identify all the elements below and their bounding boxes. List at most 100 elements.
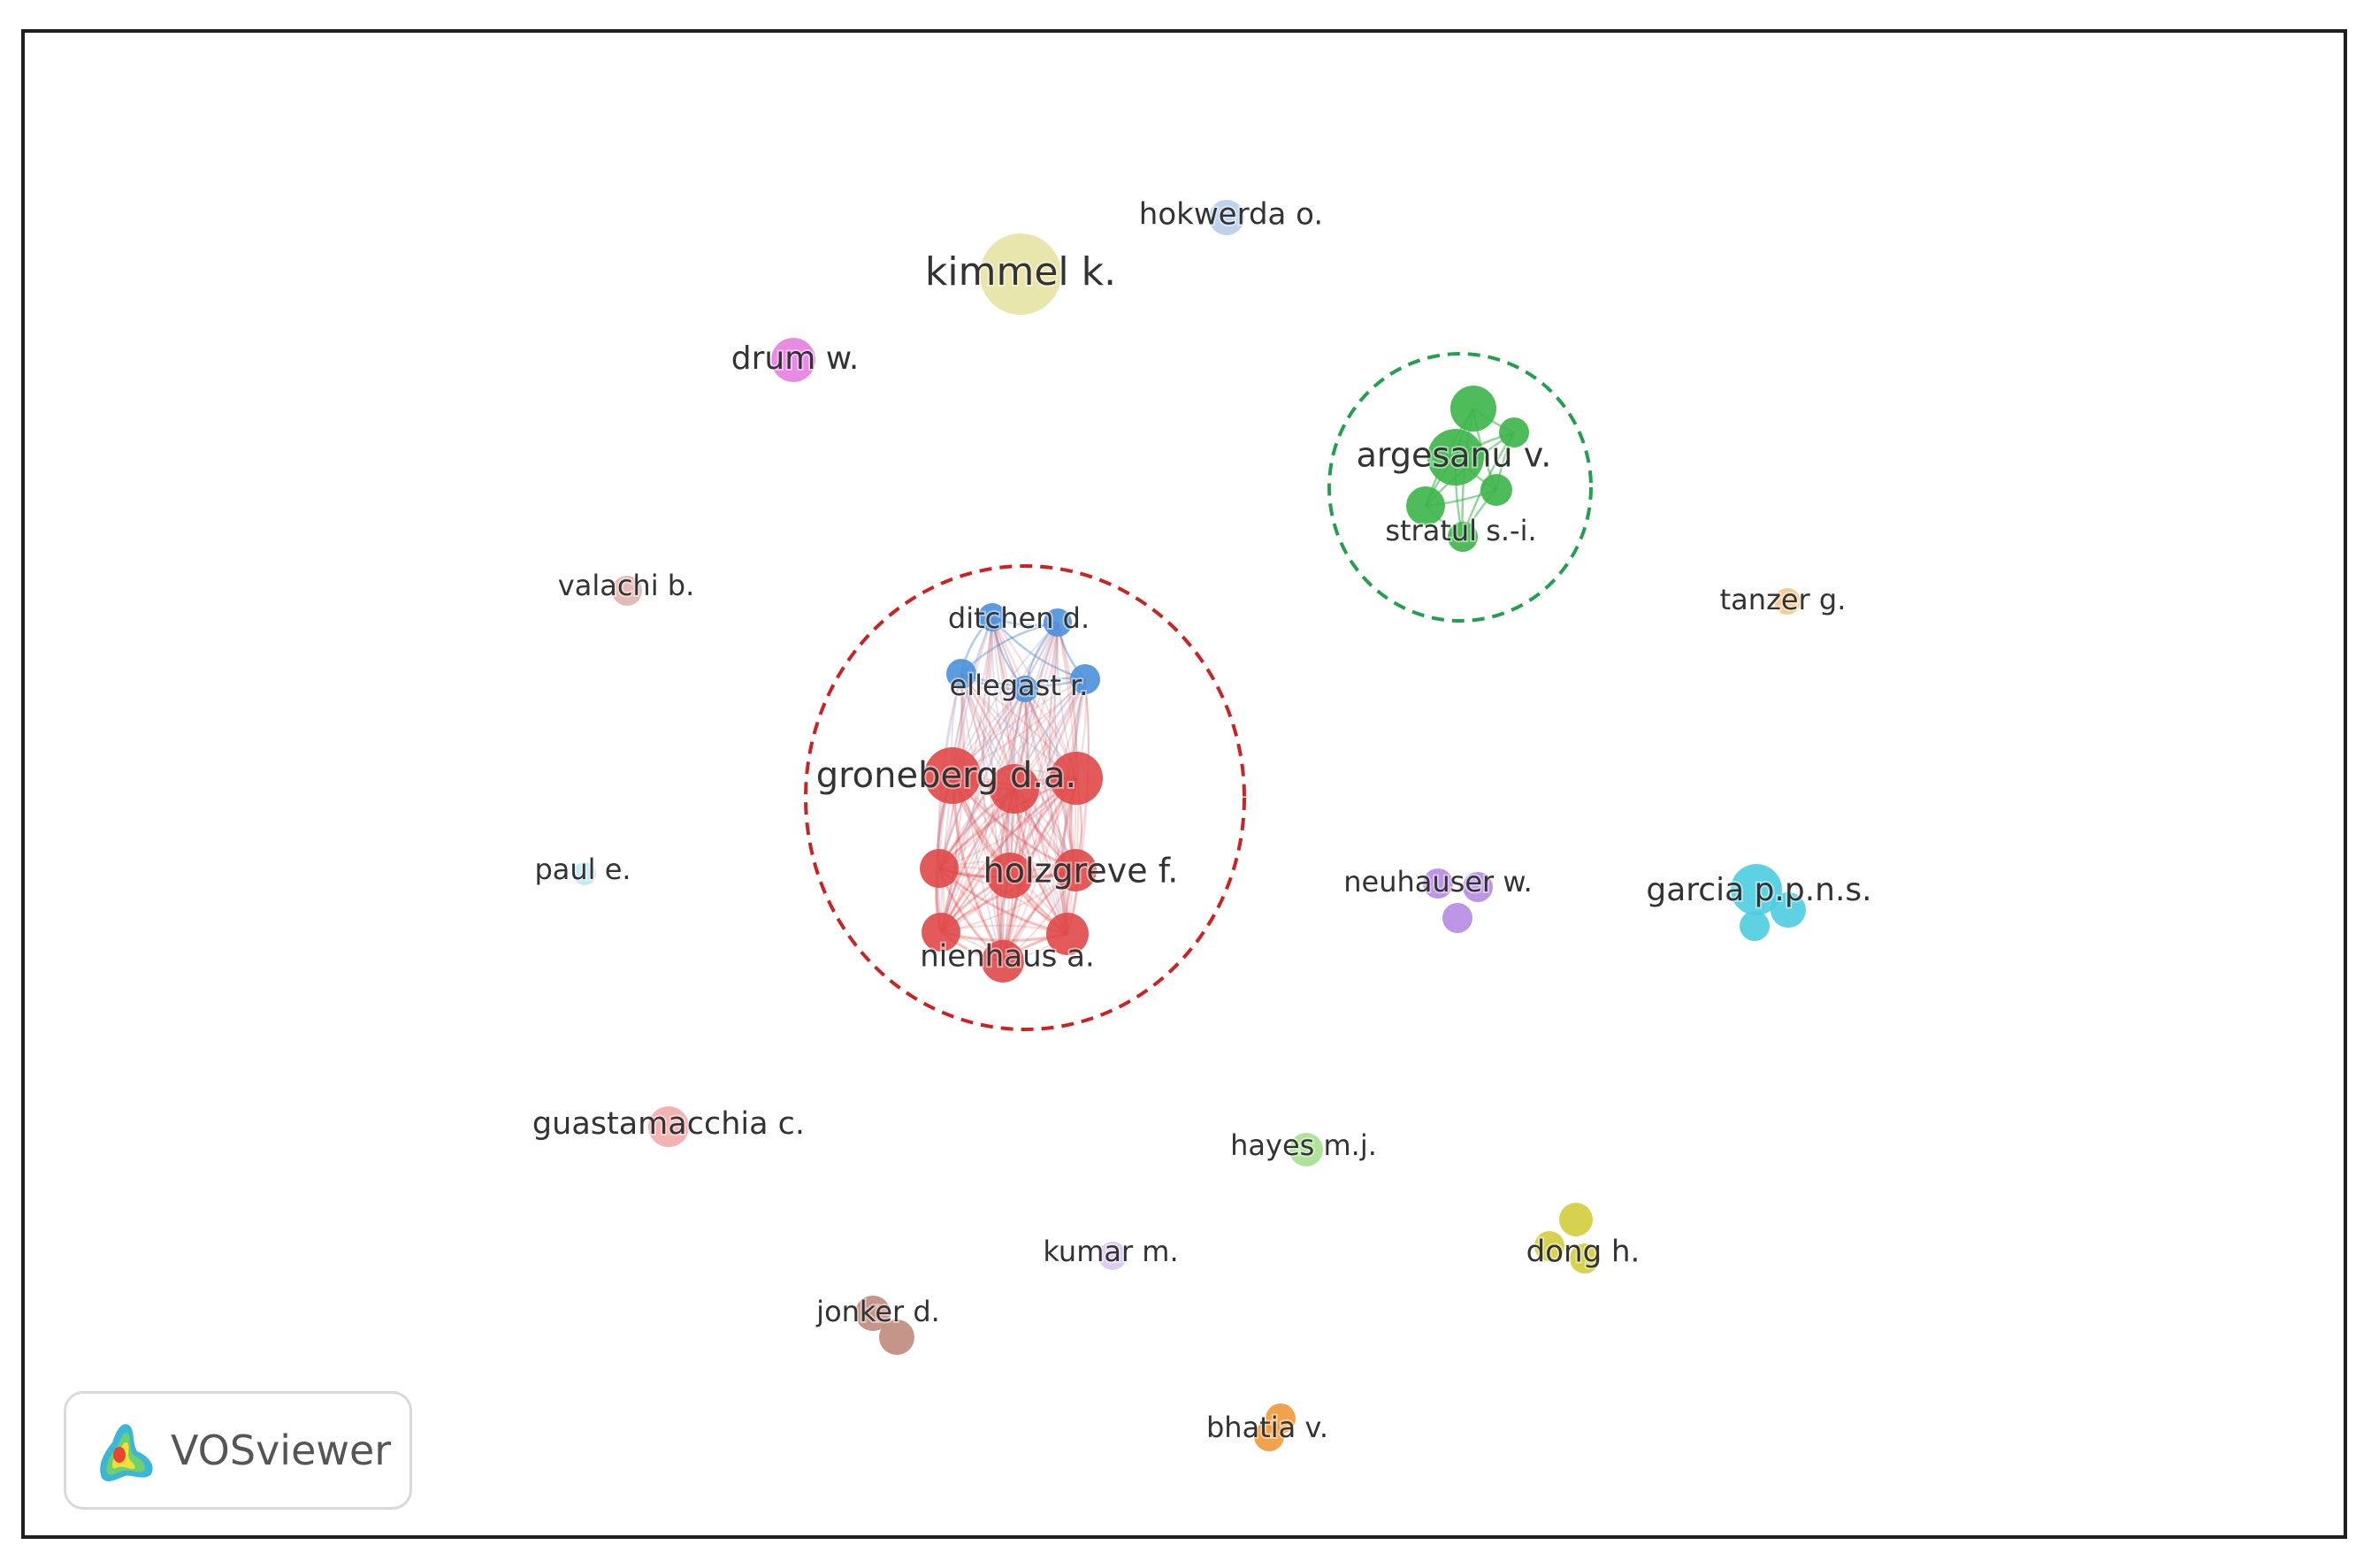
label-halo-stratul: stratul s.-i. xyxy=(1385,514,1536,547)
node-neuhauser[interactable] xyxy=(1423,868,1453,899)
node-label-paul[interactable]: paul e. xyxy=(534,853,631,886)
node-label-kimmel[interactable]: kimmel k. xyxy=(925,249,1116,294)
node-label-jonker[interactable]: jonker d. xyxy=(815,1295,940,1328)
label-halo-neuhauser: neuhauser w. xyxy=(1343,865,1533,899)
node-kimmel[interactable] xyxy=(980,233,1061,315)
blue-node[interactable] xyxy=(946,659,976,689)
node-label-holzgreve[interactable]: holzgreve f. xyxy=(983,852,1179,891)
label-halo-kimmel: kimmel k. xyxy=(925,249,1116,294)
link xyxy=(940,688,1026,933)
node-drum[interactable] xyxy=(771,338,815,382)
blue-node[interactable] xyxy=(1070,664,1100,694)
link xyxy=(1063,678,1086,935)
green-node[interactable] xyxy=(1406,486,1445,525)
green-node[interactable] xyxy=(1499,417,1529,447)
node-label-bhatia[interactable]: bhatia v. xyxy=(1206,1411,1328,1444)
red-node[interactable] xyxy=(920,849,959,888)
link xyxy=(1024,688,1076,871)
green-node[interactable] xyxy=(1480,474,1512,506)
label-halo-nienhaus: nienhaus a. xyxy=(920,939,1095,975)
link xyxy=(982,616,1004,962)
node-valachi[interactable] xyxy=(612,576,642,606)
node-garcia[interactable] xyxy=(1740,911,1770,941)
red-node[interactable] xyxy=(982,940,1024,983)
node-label-garcia[interactable]: garcia p.p.n.s. xyxy=(1646,872,1871,908)
link xyxy=(960,673,1011,876)
node-label-hokwerda[interactable]: hokwerda o. xyxy=(1139,197,1323,233)
label-halo-argesanu: argesanu v. xyxy=(1357,436,1552,475)
link xyxy=(1002,688,1029,962)
link xyxy=(991,616,1076,871)
link xyxy=(940,622,1059,933)
node-dong[interactable] xyxy=(1570,1243,1600,1274)
blue-node[interactable] xyxy=(1044,608,1072,637)
node-label-drum[interactable]: drum w. xyxy=(731,340,860,377)
node-dong[interactable] xyxy=(1534,1231,1564,1261)
link xyxy=(1024,688,1068,935)
node-tanzer[interactable] xyxy=(1774,588,1801,615)
node-hayes[interactable] xyxy=(1289,1133,1323,1166)
link xyxy=(991,616,1068,935)
label-halo-hokwerda: hokwerda o. xyxy=(1139,197,1323,233)
link xyxy=(1009,622,1059,876)
red-node[interactable] xyxy=(1050,752,1103,805)
link xyxy=(940,673,965,933)
node-label-kumar[interactable]: kumar m. xyxy=(1043,1235,1178,1268)
node-label-ditchen[interactable]: ditchen d. xyxy=(948,601,1090,635)
label-halo-kumar: kumar m. xyxy=(1043,1235,1178,1268)
node-label-ellegast[interactable]: ellegast r. xyxy=(950,669,1089,702)
node-bhatia[interactable] xyxy=(1254,1421,1284,1451)
label-halo-ditchen: ditchen d. xyxy=(948,601,1090,635)
node-label-nienhaus[interactable]: nienhaus a. xyxy=(920,939,1095,975)
node-guastamacchia[interactable] xyxy=(648,1106,689,1147)
link xyxy=(991,616,1076,871)
node-neuhauser[interactable] xyxy=(1442,903,1472,933)
blue-node[interactable] xyxy=(1012,676,1038,702)
link xyxy=(938,688,1026,869)
node-kumar[interactable] xyxy=(1098,1242,1127,1270)
node-label-neuhauser[interactable]: neuhauser w. xyxy=(1343,865,1533,899)
node-label-dong[interactable]: dong h. xyxy=(1526,1235,1641,1270)
link xyxy=(1002,678,1086,962)
label-halo-garcia: garcia p.p.n.s. xyxy=(1646,872,1871,908)
network-visualization-frame: kimmel k. kimmel k. hokwerda o. hokwerda o.… xyxy=(21,29,2347,1539)
node-label-valachi[interactable]: valachi b. xyxy=(558,569,694,602)
link xyxy=(960,673,1005,962)
node-label-hayes[interactable]: hayes m.j. xyxy=(1230,1128,1377,1162)
node-label-stratul[interactable]: stratul s.-i. xyxy=(1385,514,1536,547)
node-label-argesanu[interactable]: argesanu v. xyxy=(1357,436,1552,475)
node-label-groneberg[interactable]: groneberg d.a. xyxy=(816,755,1077,796)
red-node[interactable] xyxy=(1046,913,1089,955)
green-node[interactable] xyxy=(1448,522,1478,552)
link xyxy=(940,688,1026,933)
link xyxy=(1067,678,1090,935)
node-label-tanzer[interactable]: tanzer g. xyxy=(1720,583,1847,616)
node-dong[interactable] xyxy=(1559,1203,1593,1236)
vosviewer-logo: VOSviewer xyxy=(64,1391,412,1510)
link xyxy=(938,616,993,869)
label-halo-dong: dong h. xyxy=(1526,1235,1641,1270)
network-map[interactable]: kimmel k.kimmel k.hokwerda o.hokwerda o.… xyxy=(25,33,2351,1542)
labels-layer: kimmel k.kimmel k.hokwerda o.hokwerda o.… xyxy=(531,195,1874,1447)
node-jonker[interactable] xyxy=(879,1319,914,1355)
red-node[interactable] xyxy=(1054,849,1097,891)
node-neuhauser[interactable] xyxy=(1463,872,1493,902)
red-node[interactable] xyxy=(990,764,1039,814)
node-paul[interactable] xyxy=(573,862,596,885)
blue-node[interactable] xyxy=(978,603,1006,631)
link xyxy=(937,673,962,933)
link xyxy=(991,616,1014,876)
green-node[interactable] xyxy=(1427,429,1484,486)
link xyxy=(1002,622,1059,962)
node-hokwerda[interactable] xyxy=(1209,200,1244,235)
node-garcia[interactable] xyxy=(1771,892,1806,928)
green-node[interactable] xyxy=(1450,386,1496,432)
red-node[interactable] xyxy=(924,747,981,804)
label-halo-paul: paul e. xyxy=(534,853,631,886)
node-garcia[interactable] xyxy=(1731,864,1782,915)
red-node[interactable] xyxy=(922,913,960,952)
label-halo-valachi: valachi b. xyxy=(558,569,694,602)
red-node[interactable] xyxy=(987,853,1033,899)
node-jonker[interactable] xyxy=(855,1296,891,1331)
node-label-guastamacchia[interactable]: guastamacchia c. xyxy=(532,1106,805,1142)
